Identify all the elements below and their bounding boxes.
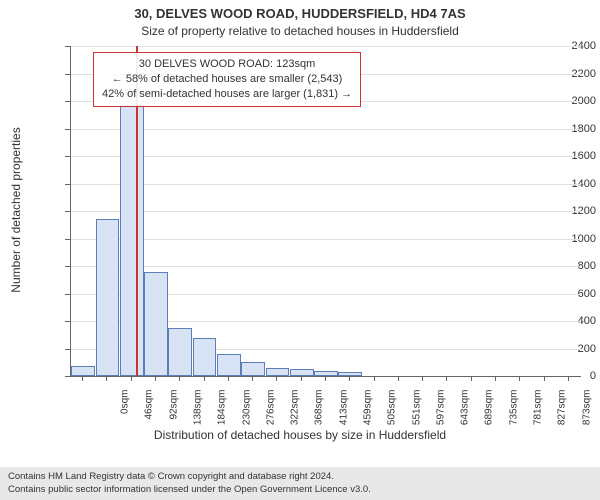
- x-tick: [179, 376, 180, 381]
- x-tick: [252, 376, 253, 381]
- bar: [290, 369, 314, 376]
- y-tick: [65, 184, 70, 185]
- y-tick: [65, 46, 70, 47]
- bar: [71, 366, 95, 376]
- annotation-box: 30 DELVES WOOD ROAD: 123sqm ← 58% of det…: [93, 52, 361, 107]
- y-tick: [65, 294, 70, 295]
- y-tick: [65, 211, 70, 212]
- y-tick: [65, 321, 70, 322]
- bar: [168, 328, 192, 376]
- bar: [193, 338, 217, 377]
- gridline: [71, 266, 581, 267]
- x-tick: [131, 376, 132, 381]
- x-tick: [106, 376, 107, 381]
- bar: [266, 368, 290, 376]
- annotation-line-2: ← 58% of detached houses are smaller (2,…: [102, 72, 352, 87]
- x-tick: [471, 376, 472, 381]
- footer-line-2: Contains public sector information licen…: [8, 484, 592, 496]
- y-tick: [65, 266, 70, 267]
- x-tick: [568, 376, 569, 381]
- gridline: [71, 211, 581, 212]
- x-tick: [155, 376, 156, 381]
- bar: [241, 362, 265, 376]
- bar: [96, 219, 120, 376]
- gridline: [71, 129, 581, 130]
- y-tick: [65, 376, 70, 377]
- x-tick: [495, 376, 496, 381]
- annotation-line-3: 42% of semi-detached houses are larger (…: [102, 87, 352, 102]
- x-tick: [519, 376, 520, 381]
- annotation-line-1: 30 DELVES WOOD ROAD: 123sqm: [102, 57, 352, 72]
- bar: [144, 272, 168, 377]
- x-tick: [228, 376, 229, 381]
- plot-area: 30 DELVES WOOD ROAD: 123sqm ← 58% of det…: [70, 46, 581, 377]
- x-tick: [544, 376, 545, 381]
- gridline: [71, 156, 581, 157]
- bar: [217, 354, 241, 376]
- y-tick: [65, 129, 70, 130]
- chart-subtitle: Size of property relative to detached ho…: [0, 24, 600, 38]
- chart-container: 30, DELVES WOOD ROAD, HUDDERSFIELD, HD4 …: [0, 0, 600, 500]
- y-tick: [65, 156, 70, 157]
- x-axis-label: Distribution of detached houses by size …: [0, 428, 600, 442]
- x-tick: [398, 376, 399, 381]
- bar: [120, 105, 144, 376]
- x-tick: [374, 376, 375, 381]
- gridline: [71, 184, 581, 185]
- x-tick: [349, 376, 350, 381]
- y-tick: [65, 349, 70, 350]
- chart-title: 30, DELVES WOOD ROAD, HUDDERSFIELD, HD4 …: [0, 6, 600, 21]
- x-tick: [276, 376, 277, 381]
- x-tick: [325, 376, 326, 381]
- x-tick: [301, 376, 302, 381]
- x-tick: [422, 376, 423, 381]
- footer: Contains HM Land Registry data © Crown c…: [0, 467, 600, 500]
- y-tick: [65, 101, 70, 102]
- x-tick: [446, 376, 447, 381]
- gridline: [71, 46, 581, 47]
- gridline: [71, 239, 581, 240]
- y-tick: [65, 74, 70, 75]
- x-tick: [204, 376, 205, 381]
- y-tick: [65, 239, 70, 240]
- x-tick: [82, 376, 83, 381]
- footer-line-1: Contains HM Land Registry data © Crown c…: [8, 471, 592, 483]
- y-axis-label: Number of detached properties: [9, 45, 23, 375]
